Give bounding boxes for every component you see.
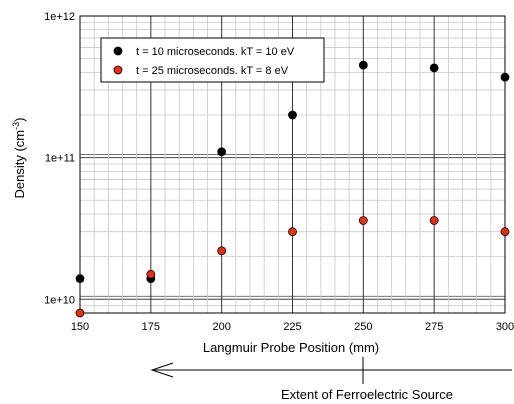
y-tick-label: 1e+12 [44,11,75,23]
x-tick-label: 225 [283,321,301,333]
plot-frame [79,15,506,314]
y-tick-labels: 1e+10 1e+11 1e+12 [44,11,75,306]
data-point-series-1 [429,63,439,73]
legend-label-series-1: t = 10 microseconds. kT = 10 eV [136,46,295,58]
x-tick-label: 200 [212,321,230,333]
data-point-series-2 [217,246,227,256]
source-extent-arrow [150,357,512,384]
arrow-head [150,362,174,378]
source-extent-label: Extent of Ferroelectric Source [281,387,453,402]
data-point-series-2 [358,216,368,225]
y-tick-label: 1e+10 [44,294,75,306]
legend-box [100,37,325,83]
data-point-series-1 [217,147,227,157]
data-point-series-1 [75,274,85,283]
x-tick-label: 250 [354,321,372,333]
legend-marker-series-1 [113,46,123,56]
data-point-series-1 [500,72,510,82]
x-tick-labels: 150 175 200 225 250 275 300 [71,321,514,333]
data-point-series-2 [288,227,297,237]
data-point-series-2 [75,308,85,318]
data-point-series-1 [358,60,368,70]
y-tick-label: 1e+11 [45,153,75,165]
legend-label-series-2: t = 25 microseconds. kT = 8 eV [136,65,289,77]
x-axis-title: Langmuir Probe Position (mm) [203,340,379,355]
data-points [75,60,510,318]
legend-marker-series-2 [113,65,123,75]
data-point-series-1 [288,110,297,120]
legend: t = 10 microseconds. kT = 10 eV t = 25 m… [100,37,325,83]
x-tick-label: 275 [425,321,443,333]
data-point-series-2 [429,216,439,225]
x-tick-label: 150 [71,321,89,333]
data-point-series-2 [146,269,156,279]
y-axis-title: Density (cm-3) [11,118,27,199]
x-tick-label: 300 [496,321,514,333]
x-tick-label: 175 [142,321,160,333]
data-point-series-2 [500,227,510,237]
